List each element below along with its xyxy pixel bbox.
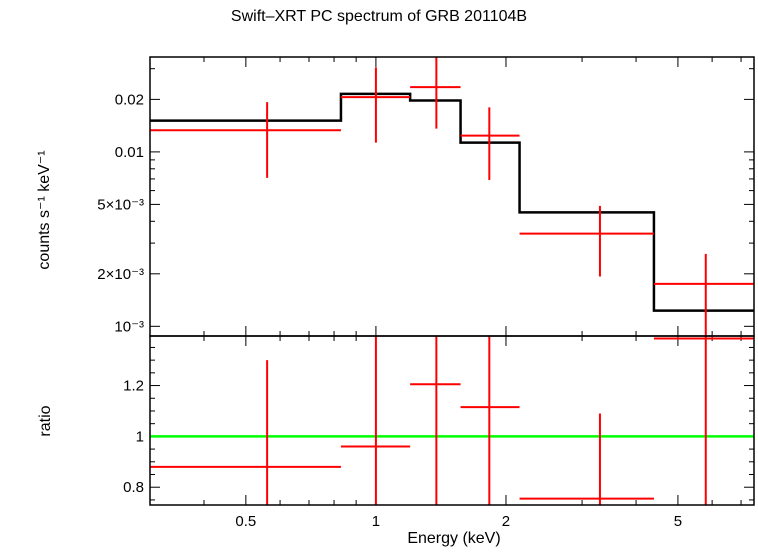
y-tick-label: 0.01 [115,144,144,161]
x-tick-label: 0.5 [235,513,256,530]
y-tick-label: 1.2 [123,378,144,395]
x-axis-label: Energy (keV) [407,530,501,547]
ratio-panel-frame [149,335,755,506]
x-tick-label: 2 [502,513,510,530]
y-tick-label: 2×10⁻³ [97,266,144,283]
model-line [150,92,754,312]
y-tick-label: 5×10⁻³ [97,196,144,213]
chart-title: Swift–XRT PC spectrum of GRB 201104B [230,8,528,25]
y-tick-label: 1 [136,428,144,445]
y-tick-label: 0.8 [123,479,144,496]
y-tick-label: 0.02 [115,91,144,108]
spectrum-panel-frame [149,56,755,337]
x-tick-label: 5 [674,513,682,530]
x-tick-label: 1 [372,513,380,530]
y-tick-label: 10⁻³ [114,318,144,335]
